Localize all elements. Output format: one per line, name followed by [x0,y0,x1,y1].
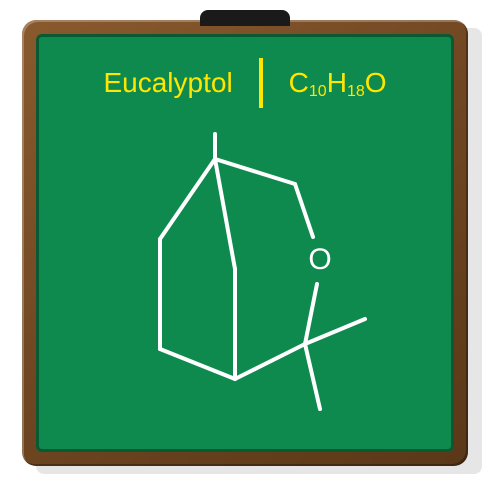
formula-C: C [289,67,309,99]
wood-frame: Eucalyptol C10H18O O [22,20,468,466]
formula-H-sub: 18 [347,84,365,100]
green-surface: Eucalyptol C10H18O O [36,34,454,452]
chalkboard: Eucalyptol C10H18O O [22,20,468,466]
formula-C-sub: 10 [309,84,327,100]
header-row: Eucalyptol C10H18O [36,58,454,108]
formula-H: H [327,67,347,99]
svg-text:O: O [308,243,331,276]
compound-name: Eucalyptol [103,67,232,99]
formula-O: O [365,67,387,99]
hanger-tab [200,10,290,26]
molecular-formula: C10H18O [289,67,387,99]
skeletal-structure: O [95,129,395,429]
structure-svg: O [95,129,395,429]
vertical-divider [259,58,263,108]
